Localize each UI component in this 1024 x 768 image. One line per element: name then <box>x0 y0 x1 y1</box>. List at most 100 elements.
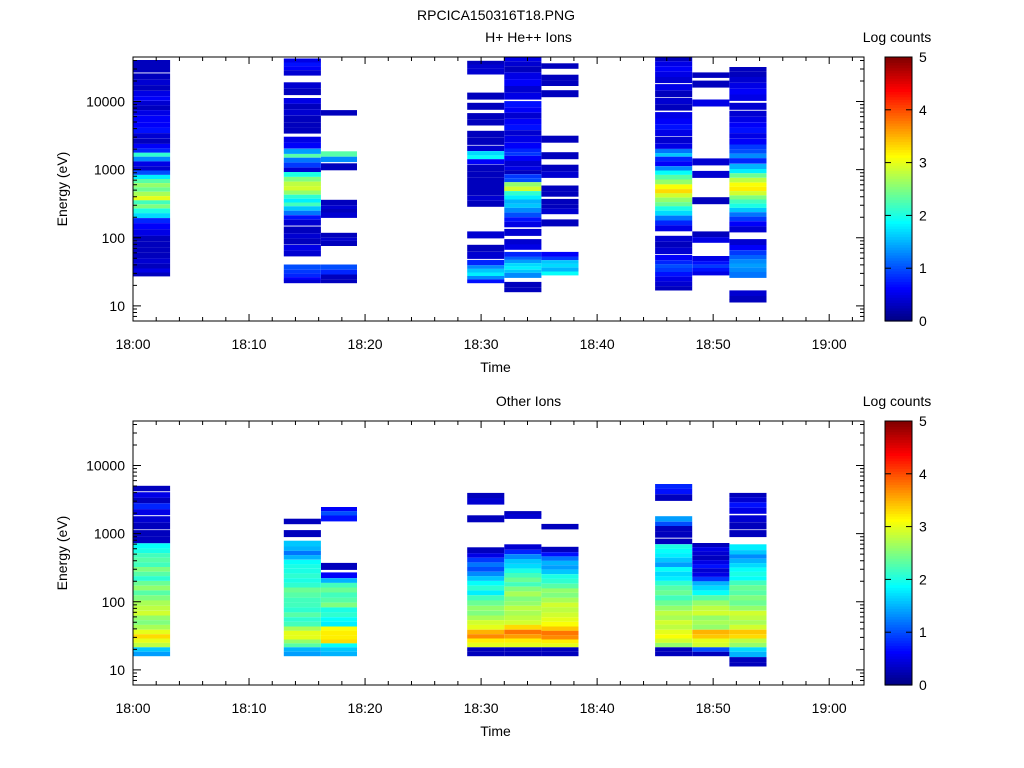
colorbar-step <box>885 582 912 586</box>
heatmap-cell <box>692 629 730 635</box>
colorbar-step <box>885 86 912 90</box>
heatmap-cell <box>729 122 767 128</box>
x-axis-label: Time <box>480 359 511 375</box>
heatmap-cell <box>133 629 171 635</box>
colorbar-step <box>885 619 912 623</box>
colorbar-step <box>885 452 912 456</box>
heatmap-cell <box>467 259 505 266</box>
heatmap-cell <box>655 585 693 591</box>
heatmap-cell <box>133 590 171 596</box>
y-axis-label: Energy (eV) <box>54 516 70 591</box>
heatmap-cell <box>655 272 693 277</box>
colorbar-step <box>885 91 912 95</box>
heatmap-cell <box>541 588 579 593</box>
colorbar-step <box>885 624 912 628</box>
heatmap-cell <box>655 624 693 630</box>
colorbar-step <box>885 468 912 472</box>
heatmap-cell <box>655 148 693 154</box>
heatmap-cell <box>504 178 542 183</box>
heatmap-cell <box>321 237 357 241</box>
heatmap-cell <box>729 563 767 568</box>
heatmap-cell <box>655 166 693 171</box>
heatmap-cell <box>283 109 321 116</box>
colorbar-step <box>885 574 912 578</box>
colorbar-step <box>885 99 912 103</box>
colorbar-step <box>885 141 912 145</box>
heatmap-cell <box>467 60 505 65</box>
panel-1: 18:00 18:10 18:20 18:30 18:40 18:50 19:0010100… <box>54 29 931 375</box>
heatmap-cell <box>729 169 767 174</box>
colorbar-step <box>885 655 912 660</box>
heatmap-cell <box>729 221 767 227</box>
x-tick-label: 18:00 <box>115 700 150 716</box>
heatmap-cell <box>283 202 321 207</box>
heatmap-cell <box>504 586 542 592</box>
heatmap-cell <box>729 554 767 559</box>
heatmap-cell <box>655 615 693 620</box>
heatmap-cell <box>729 173 767 178</box>
heatmap-cell <box>692 624 730 630</box>
heatmap-cell <box>321 597 357 603</box>
heatmap-cell <box>541 647 579 652</box>
heatmap-cell <box>692 564 730 569</box>
heatmap-cell <box>467 164 505 172</box>
heatmap-cell <box>133 492 171 498</box>
heatmap-cell <box>729 642 767 648</box>
colorbar-step <box>885 682 912 686</box>
heatmap-cell <box>692 651 730 657</box>
colorbar-step <box>885 157 912 161</box>
heatmap-cell <box>467 547 505 554</box>
heatmap-cell <box>692 271 730 276</box>
heatmap-cell <box>467 64 505 69</box>
colorbar-step <box>885 199 912 203</box>
colorbar-step <box>885 284 912 288</box>
y-tick-label: 1000 <box>94 162 125 178</box>
heatmap-cell <box>541 630 579 636</box>
heatmap-cell <box>283 607 321 613</box>
colorbar-step <box>885 265 912 269</box>
heatmap-cell <box>541 90 579 98</box>
colorbar-step <box>885 255 912 259</box>
heatmap-cell <box>655 66 693 72</box>
colorbar-step <box>885 72 912 77</box>
heatmap-cell <box>133 133 171 139</box>
heatmap-cell <box>467 638 505 643</box>
colorbar-step <box>885 297 912 301</box>
heatmap-cell <box>729 199 767 204</box>
y-tick-label: 100 <box>102 230 126 246</box>
colorbar-step <box>885 600 912 604</box>
colorbar-step <box>885 146 912 150</box>
heatmap-cell <box>655 90 693 98</box>
heatmap-cell <box>283 555 321 560</box>
heatmap-cell <box>655 494 693 501</box>
colorbar-step <box>885 516 912 520</box>
heatmap-cell <box>541 271 579 276</box>
heatmap-cell <box>467 600 505 606</box>
colorbar-step <box>885 579 912 583</box>
y-tick-label: 10 <box>109 298 125 314</box>
heatmap-cell <box>655 215 693 221</box>
heatmap-cell <box>467 155 505 160</box>
heatmap-cell <box>283 643 321 648</box>
heatmap-cell <box>321 511 357 516</box>
heatmap-cell <box>133 581 171 586</box>
heatmap-cell <box>729 595 767 601</box>
heatmap-cell <box>655 129 693 137</box>
heatmap-cell <box>541 171 579 178</box>
heatmap-cell <box>729 71 767 77</box>
colorbar-step <box>885 109 912 114</box>
heatmap-cell <box>504 124 542 131</box>
colorbar-step <box>885 463 912 467</box>
heatmap-cell <box>321 639 357 644</box>
colorbar-step <box>885 289 912 293</box>
heatmap-cell <box>541 260 579 264</box>
heatmap-cell <box>133 174 171 179</box>
heatmap-cell <box>283 148 321 154</box>
heatmap-cell <box>504 221 542 228</box>
heatmap-cell <box>133 522 171 530</box>
colorbar-step <box>885 521 912 525</box>
heatmap-cell <box>655 620 693 625</box>
heatmap-cell <box>729 624 767 630</box>
colorbar-step <box>885 173 912 177</box>
heatmap-cell <box>655 521 693 526</box>
